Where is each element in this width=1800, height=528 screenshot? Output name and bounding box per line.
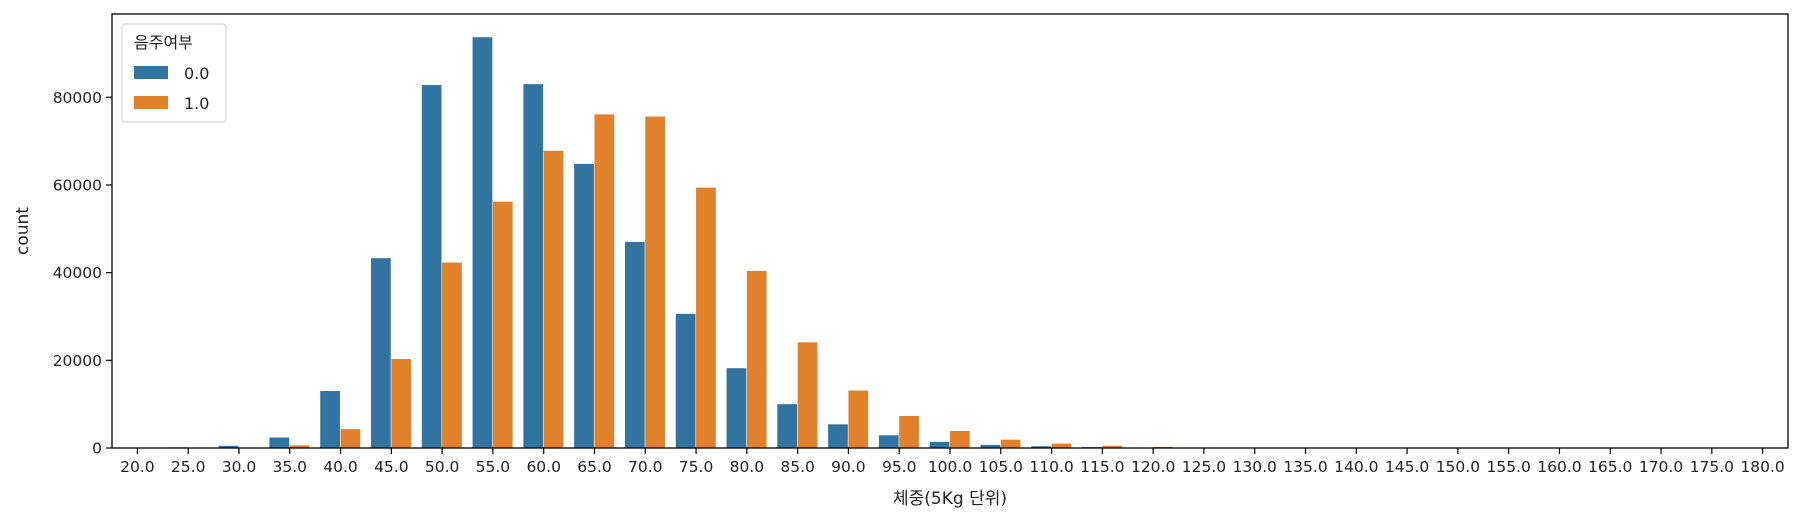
x-tick-label: 85.0 [780, 458, 815, 476]
bar-0.0-35.0 [269, 437, 290, 448]
bar-0.0-45.0 [371, 258, 391, 448]
x-tick-label: 135.0 [1283, 458, 1327, 476]
y-tick-label: 80000 [53, 89, 102, 107]
bar-1.0-50.0 [442, 262, 462, 448]
x-tick-label: 65.0 [577, 458, 612, 476]
bar-1.0-85.0 [797, 342, 818, 448]
y-tick-label: 20000 [53, 352, 102, 370]
x-tick-label: 125.0 [1182, 458, 1226, 476]
bar-1.0-70.0 [645, 116, 665, 448]
bar-0.0-60.0 [523, 84, 544, 448]
x-tick-label: 95.0 [882, 458, 917, 476]
bar-0.0-110.0 [1031, 446, 1051, 448]
x-tick-label: 80.0 [730, 458, 765, 476]
x-tick-label: 165.0 [1588, 458, 1632, 476]
y-axis: 0 20000 40000 60000 80000 [53, 89, 112, 458]
x-axis: 20.0 25.0 30.0 35.0 40.0 45.0 50.0 55.0 60.0 65.0… [120, 448, 1785, 476]
x-tick-label: 35.0 [272, 458, 307, 476]
bar-0.0-105.0 [980, 444, 1001, 448]
x-tick-label: 140.0 [1334, 458, 1378, 476]
x-tick-label: 90.0 [831, 458, 866, 476]
bars-layer [117, 37, 1529, 449]
legend-label-1.0: 1.0 [184, 94, 209, 113]
bar-0.0-55.0 [472, 37, 493, 448]
legend-swatch-0.0 [134, 66, 168, 79]
x-tick-label: 105.0 [979, 458, 1023, 476]
x-tick-label: 110.0 [1029, 458, 1073, 476]
plot-frame [111, 13, 1789, 449]
x-tick-label: 60.0 [526, 458, 561, 476]
bar-1.0-55.0 [492, 201, 513, 448]
bar-0.0-65.0 [574, 163, 594, 448]
x-tick-label: 50.0 [425, 458, 460, 476]
y-tick-label: 0 [92, 440, 102, 458]
x-tick-label: 115.0 [1080, 458, 1124, 476]
legend-title: 음주여부 [134, 33, 193, 52]
x-tick-label: 175.0 [1690, 458, 1734, 476]
bar-1.0-95.0 [899, 416, 919, 448]
bar-0.0-90.0 [828, 424, 848, 448]
bar-1.0-110.0 [1051, 443, 1072, 448]
x-tick-label: 20.0 [120, 458, 155, 476]
x-tick-label: 30.0 [222, 458, 257, 476]
x-tick-label: 170.0 [1639, 458, 1683, 476]
bar-1.0-65.0 [594, 114, 615, 448]
bar-0.0-100.0 [929, 441, 950, 448]
bar-0.0-85.0 [777, 404, 798, 448]
bar-1.0-60.0 [543, 150, 564, 448]
x-tick-label: 75.0 [679, 458, 714, 476]
x-tick-label: 40.0 [323, 458, 358, 476]
bar-1.0-90.0 [848, 390, 869, 448]
bar-0.0-95.0 [878, 435, 899, 448]
bar-1.0-80.0 [746, 270, 767, 448]
bar-0.0-30.0 [218, 445, 239, 448]
legend: 음주여부 0.0 1.0 [121, 23, 227, 123]
bar-1.0-115.0 [1102, 445, 1123, 448]
x-tick-label: 180.0 [1740, 458, 1784, 476]
bar-1.0-35.0 [289, 445, 310, 448]
bar-1.0-40.0 [340, 429, 361, 448]
bar-0.0-50.0 [421, 85, 442, 449]
x-tick-label: 155.0 [1486, 458, 1530, 476]
bar-0.0-75.0 [675, 313, 696, 448]
y-axis-label: count [13, 207, 33, 255]
bar-1.0-75.0 [696, 187, 716, 448]
bar-1.0-105.0 [1000, 439, 1021, 448]
y-tick-label: 40000 [53, 264, 102, 282]
x-tick-label: 160.0 [1537, 458, 1581, 476]
bar-0.0-70.0 [624, 241, 645, 448]
x-tick-label: 100.0 [928, 458, 972, 476]
bar-1.0-45.0 [391, 359, 412, 448]
x-tick-label: 120.0 [1131, 458, 1175, 476]
legend-swatch-1.0 [134, 96, 168, 109]
bar-0.0-40.0 [320, 391, 340, 448]
x-tick-label: 55.0 [476, 458, 511, 476]
x-tick-label: 150.0 [1436, 458, 1480, 476]
x-tick-label: 145.0 [1385, 458, 1429, 476]
legend-items: 0.0 1.0 [134, 64, 209, 113]
y-tick-label: 60000 [53, 176, 102, 194]
bar-1.0-100.0 [950, 430, 970, 448]
x-tick-label: 70.0 [628, 458, 663, 476]
x-tick-label: 130.0 [1233, 458, 1277, 476]
bar-0.0-80.0 [726, 368, 747, 448]
x-tick-label: 45.0 [374, 458, 409, 476]
x-tick-label: 25.0 [171, 458, 206, 476]
legend-label-0.0: 0.0 [184, 64, 209, 83]
x-axis-label: 체중(5Kg 단위) [893, 489, 1007, 509]
